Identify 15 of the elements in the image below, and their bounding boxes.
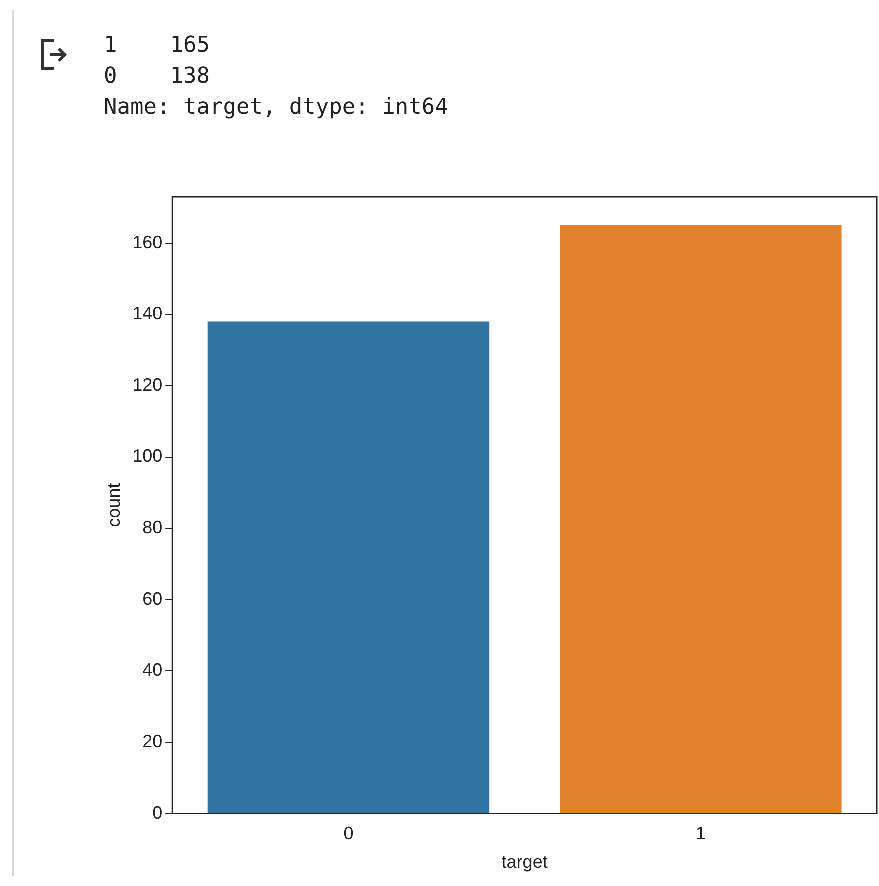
y-tick-label: 40: [142, 660, 163, 680]
y-tick-label: 80: [142, 518, 163, 538]
y-tick-label: 0: [152, 802, 163, 823]
y-tick-label: 140: [132, 304, 163, 324]
y-tick-label: 120: [132, 374, 163, 395]
y-axis-title: count: [104, 483, 124, 528]
x-tick-label: 1: [696, 824, 706, 844]
x-axis-title: target: [502, 852, 548, 872]
y-tick-label: 160: [132, 232, 163, 252]
text: 0 138: [104, 63, 211, 91]
text: Name: target, dtype: int64: [104, 94, 448, 122]
text: 1 165: [104, 32, 211, 60]
y-tick-label: 100: [132, 446, 163, 466]
y-tick-label: 60: [142, 588, 163, 609]
y-tick-label: 20: [142, 731, 163, 752]
